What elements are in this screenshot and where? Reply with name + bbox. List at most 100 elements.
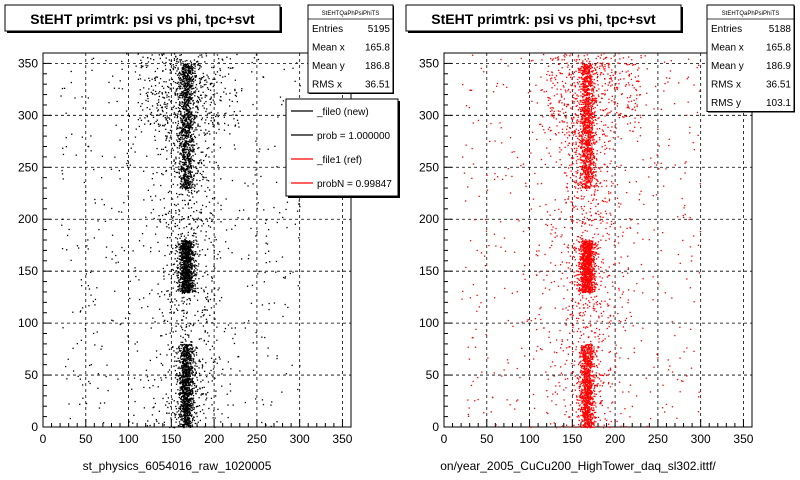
data-point (80, 279, 82, 281)
data-point (147, 65, 149, 67)
data-point (256, 207, 258, 210)
data-point (182, 280, 185, 283)
data-point (186, 63, 189, 66)
data-point (187, 381, 189, 383)
data-point (180, 347, 182, 350)
data-point (180, 272, 182, 274)
data-point (159, 153, 162, 156)
data-point (206, 195, 208, 198)
data-point (270, 425, 272, 428)
data-point (181, 83, 183, 85)
data-point (192, 250, 194, 252)
data-point (207, 381, 210, 383)
data-point (174, 416, 176, 418)
data-point (163, 320, 165, 322)
data-point (189, 372, 191, 374)
data-point (121, 68, 123, 70)
data-point (185, 265, 187, 268)
data-point (178, 85, 180, 88)
data-point (185, 126, 187, 128)
data-point (243, 322, 246, 324)
data-point (188, 107, 191, 109)
data-point (189, 146, 191, 149)
y-tick-label: 250 (18, 160, 38, 174)
data-point (198, 359, 201, 361)
data-point (205, 362, 207, 364)
data-point (185, 384, 187, 386)
data-point (209, 314, 211, 316)
data-point (189, 126, 191, 128)
data-point (177, 96, 179, 98)
data-point (248, 217, 250, 219)
data-point (208, 335, 210, 337)
data-point (161, 85, 163, 87)
data-point (186, 358, 188, 360)
data-point (186, 415, 188, 417)
data-point (205, 343, 207, 345)
data-point (188, 69, 190, 72)
data-point (197, 111, 199, 114)
data-point (231, 228, 233, 230)
data-point (181, 285, 183, 287)
data-point (178, 83, 180, 85)
data-point (216, 54, 219, 56)
data-point (92, 300, 94, 303)
data-point (234, 125, 236, 127)
data-point (101, 177, 103, 179)
data-point (225, 198, 227, 200)
data-point (186, 181, 188, 184)
data-point (194, 153, 196, 155)
data-point (183, 389, 185, 391)
data-point (217, 58, 220, 60)
data-point (184, 98, 186, 100)
data-point (190, 181, 192, 184)
data-point (238, 126, 240, 128)
data-point (152, 385, 154, 387)
data-point (176, 251, 178, 253)
data-point (182, 161, 184, 164)
data-point (185, 145, 187, 148)
data-point (174, 82, 177, 84)
data-point (132, 143, 134, 145)
data-point (265, 424, 267, 426)
data-point (186, 334, 189, 336)
data-point (186, 96, 189, 99)
data-point (159, 353, 162, 355)
data-point (294, 223, 296, 225)
data-point (183, 358, 185, 361)
data-point (187, 411, 189, 413)
data-point (189, 379, 191, 381)
data-point (183, 102, 185, 104)
data-point (201, 387, 203, 389)
data-point (193, 121, 195, 123)
data-point (189, 289, 192, 291)
data-point (181, 329, 184, 331)
data-point (182, 376, 184, 378)
data-point (256, 193, 258, 195)
data-point (221, 58, 223, 60)
data-point (144, 123, 146, 125)
data-point (192, 406, 194, 408)
data-point (89, 364, 91, 367)
data-point (180, 82, 182, 84)
data-point (142, 65, 144, 67)
data-point (179, 249, 181, 251)
data-point (182, 290, 184, 293)
data-point (179, 221, 181, 223)
data-point (199, 211, 201, 213)
data-point (192, 114, 194, 116)
data-point (184, 182, 187, 185)
data-point (195, 275, 197, 277)
data-point (243, 209, 245, 211)
data-point (578, 132, 580, 134)
data-point (182, 405, 184, 407)
data-point (179, 169, 181, 171)
data-point (187, 393, 190, 395)
data-point (262, 403, 265, 406)
data-point (166, 103, 169, 105)
data-point (178, 147, 180, 149)
data-point (265, 219, 267, 221)
data-point (185, 78, 187, 80)
data-point (191, 373, 193, 375)
data-point (186, 416, 188, 418)
